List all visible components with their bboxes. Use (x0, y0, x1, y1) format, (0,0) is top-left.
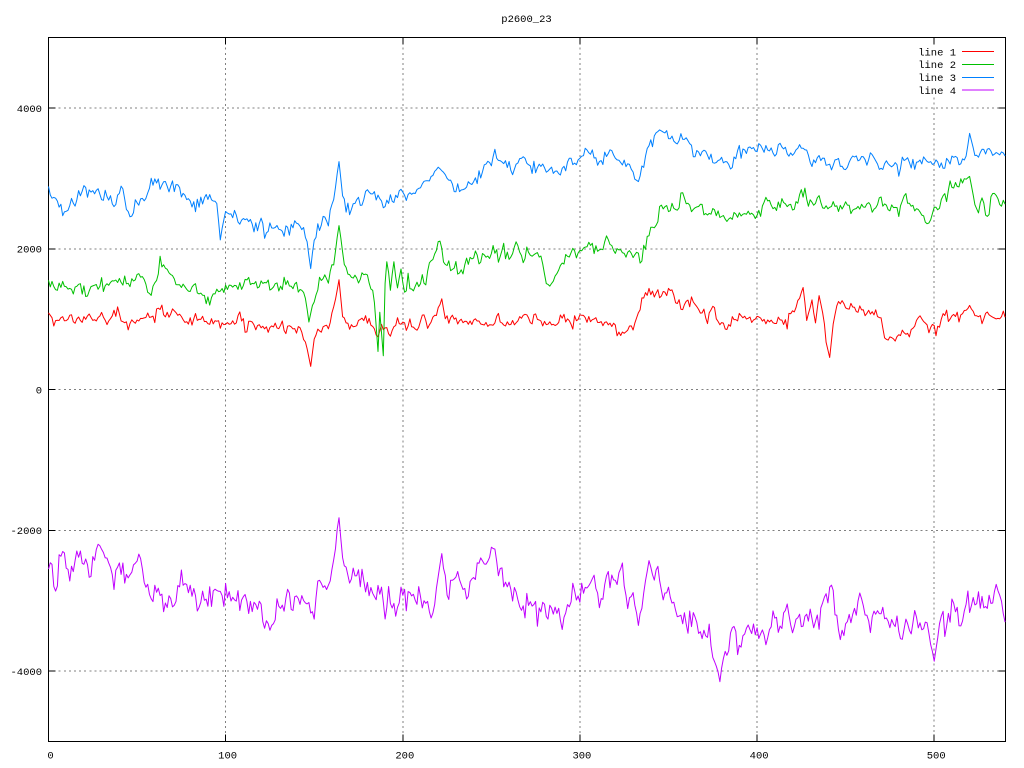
svg-text:200: 200 (395, 751, 414, 763)
svg-text:line 1: line 1 (918, 47, 956, 59)
svg-text:0: 0 (36, 385, 42, 397)
svg-text:p2600_23: p2600_23 (501, 14, 551, 26)
svg-text:4000: 4000 (17, 104, 42, 116)
svg-text:500: 500 (927, 751, 946, 763)
svg-text:0: 0 (47, 751, 53, 763)
svg-text:line 4: line 4 (918, 86, 956, 98)
svg-text:2000: 2000 (17, 245, 42, 257)
svg-text:line 2: line 2 (918, 60, 956, 72)
svg-text:-2000: -2000 (10, 526, 42, 538)
svg-text:400: 400 (750, 751, 769, 763)
svg-text:-4000: -4000 (10, 667, 42, 679)
svg-text:300: 300 (572, 751, 591, 763)
svg-text:line 3: line 3 (918, 73, 956, 85)
svg-text:100: 100 (218, 751, 237, 763)
